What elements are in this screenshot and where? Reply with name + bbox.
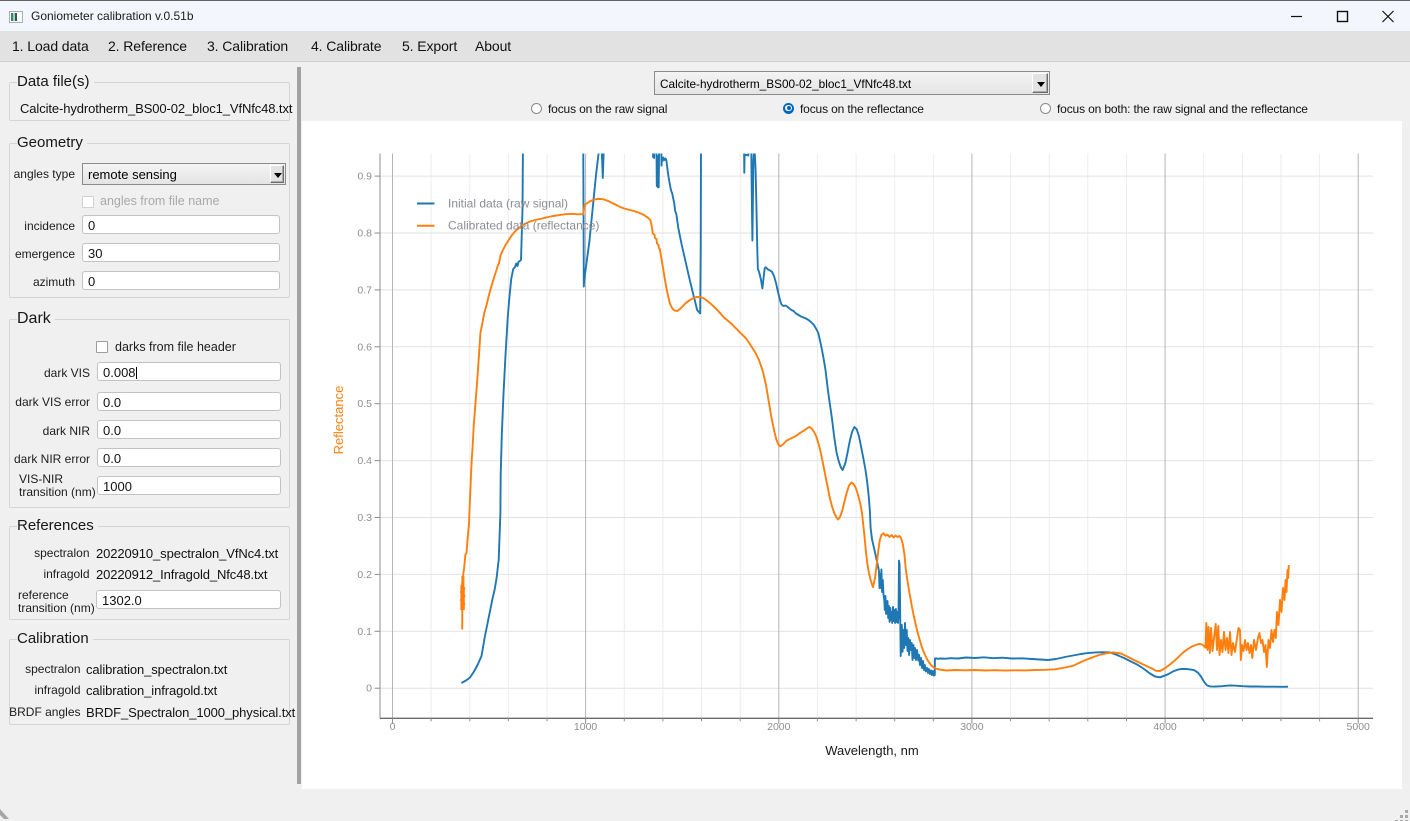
svg-text:0.6: 0.6 bbox=[357, 341, 372, 353]
svg-text:3000: 3000 bbox=[960, 721, 984, 733]
svg-text:0.2: 0.2 bbox=[357, 569, 372, 581]
svg-text:1000: 1000 bbox=[574, 721, 598, 733]
svg-text:0: 0 bbox=[390, 721, 396, 733]
svg-text:5000: 5000 bbox=[1347, 721, 1371, 733]
svg-text:0.3: 0.3 bbox=[357, 512, 372, 524]
svg-text:0.7: 0.7 bbox=[357, 284, 372, 296]
svg-text:Initial data (raw signal): Initial data (raw signal) bbox=[448, 197, 568, 211]
svg-text:0.9: 0.9 bbox=[357, 171, 372, 183]
svg-text:0.8: 0.8 bbox=[357, 228, 372, 240]
svg-text:Reflectance: Reflectance bbox=[331, 386, 346, 455]
svg-text:2000: 2000 bbox=[767, 721, 791, 733]
svg-text:0.5: 0.5 bbox=[357, 398, 372, 410]
svg-text:Calibrated data (reflectance): Calibrated data (reflectance) bbox=[448, 219, 599, 233]
svg-text:4000: 4000 bbox=[1153, 721, 1177, 733]
svg-text:0: 0 bbox=[366, 683, 372, 695]
svg-text:Wavelength, nm: Wavelength, nm bbox=[825, 743, 918, 758]
svg-text:0.1: 0.1 bbox=[357, 626, 372, 638]
svg-text:0.4: 0.4 bbox=[357, 455, 372, 467]
